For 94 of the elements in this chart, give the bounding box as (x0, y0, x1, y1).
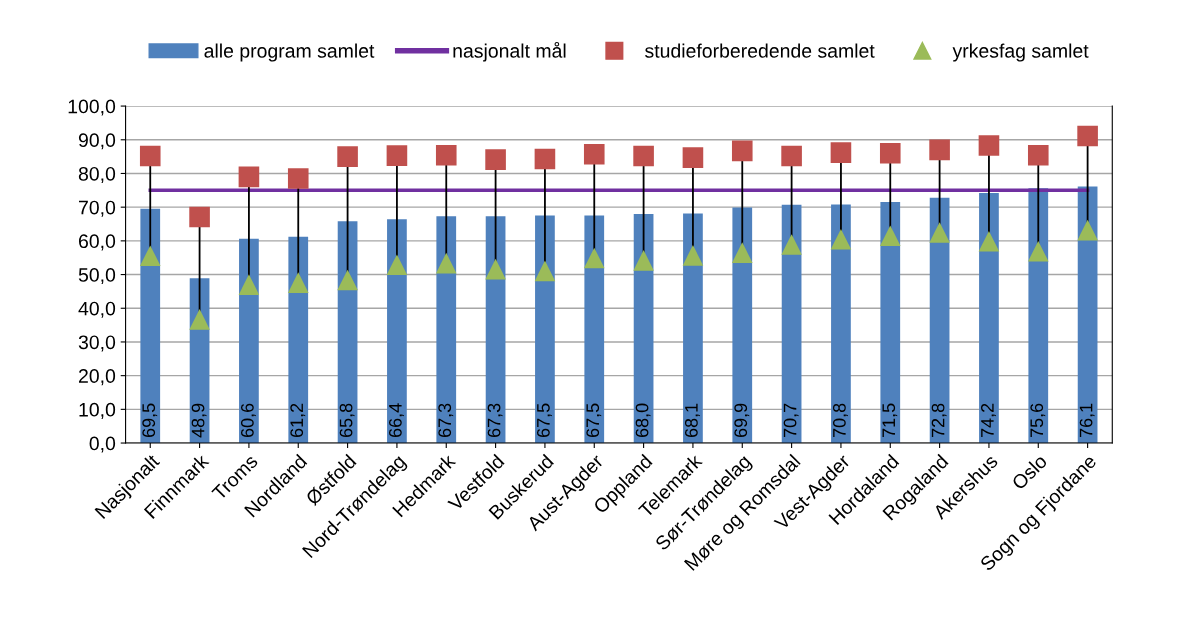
point (534, 260, 556, 282)
y-tick-label: 80,0 (78, 166, 116, 184)
point (189, 309, 210, 330)
point (238, 274, 260, 295)
point (731, 242, 753, 263)
point (485, 258, 506, 280)
y-tick-label: 60,0 (79, 234, 116, 251)
point (238, 166, 260, 188)
point (435, 144, 457, 166)
point (633, 250, 654, 271)
legend-label: yrkesfag samlet (952, 43, 1089, 62)
point (1027, 144, 1049, 166)
point (731, 140, 753, 162)
point (1077, 125, 1098, 147)
bar (337, 221, 358, 444)
bar (781, 204, 802, 444)
point (1027, 241, 1049, 262)
bar (584, 215, 605, 444)
point (139, 245, 161, 266)
data-label: 67,3 (438, 403, 454, 438)
point (978, 135, 1000, 156)
point (830, 142, 852, 163)
y-tick-label: 30,0 (78, 335, 116, 352)
bar (387, 219, 407, 444)
data-label: 71,5 (882, 403, 898, 438)
point (1077, 219, 1098, 241)
point (929, 222, 950, 243)
data-label: 68,0 (635, 403, 651, 438)
bar (1077, 186, 1098, 444)
point (781, 145, 802, 167)
y-tick-label: 100,0 (68, 99, 116, 116)
bar (485, 216, 506, 444)
legend-label: nasjonalt mål (453, 41, 566, 62)
bar (633, 213, 654, 444)
data-label: 65,8 (339, 403, 355, 438)
data-label: 75,6 (1030, 403, 1046, 438)
data-label: 60,6 (240, 403, 256, 438)
data-label: 69,9 (734, 403, 750, 438)
bar (1028, 188, 1049, 444)
point (337, 269, 358, 291)
point (929, 139, 950, 161)
data-label: 67,5 (536, 403, 552, 438)
data-label: 68,1 (684, 403, 700, 438)
y-tick-label: 0,0 (89, 436, 116, 453)
y-tick-label: 70,0 (79, 200, 116, 217)
data-label: 74,2 (981, 403, 996, 438)
bar (239, 238, 259, 444)
data-label: 48,9 (191, 403, 207, 438)
bar (880, 202, 901, 444)
bar (732, 207, 753, 444)
data-label: 67,3 (487, 403, 503, 438)
point (879, 142, 901, 164)
bar (683, 213, 703, 444)
data-label: 61,2 (290, 403, 306, 438)
bar (979, 193, 999, 444)
bar (831, 204, 851, 444)
point (879, 225, 901, 247)
point (583, 247, 605, 269)
point (682, 147, 704, 168)
data-label: 70,7 (783, 403, 799, 438)
legend-label: alle program samlet (204, 43, 375, 62)
data-label: 69,5 (142, 403, 158, 438)
data-label: 70,8 (833, 403, 848, 438)
data-label: 72,8 (931, 403, 947, 438)
bar (535, 215, 555, 444)
legend-label: studieforberedende samlet (645, 43, 875, 58)
point (189, 206, 210, 228)
point (485, 149, 506, 170)
data-label: 66,4 (388, 403, 404, 438)
y-tick-label: 10,0 (79, 402, 116, 419)
bar (929, 197, 950, 444)
point (534, 148, 556, 170)
point (386, 145, 408, 166)
point (978, 230, 1000, 252)
point (337, 146, 358, 167)
y-tick-label: 40,0 (78, 301, 116, 318)
point (435, 252, 457, 274)
point (633, 145, 654, 167)
y-tick-label: 20,0 (79, 369, 116, 386)
bar (140, 208, 161, 444)
y-tick-label: 50,0 (78, 268, 116, 285)
data-label: 67,5 (586, 403, 602, 438)
point (287, 168, 309, 189)
point (287, 272, 309, 293)
bar (436, 216, 457, 444)
bar (288, 236, 309, 444)
point (781, 234, 802, 255)
point (139, 145, 161, 167)
data-label: 76,1 (1079, 403, 1095, 438)
point (583, 143, 605, 165)
point (682, 245, 704, 266)
point (830, 228, 852, 250)
y-tick-label: 90,0 (78, 133, 116, 150)
point (386, 254, 408, 276)
